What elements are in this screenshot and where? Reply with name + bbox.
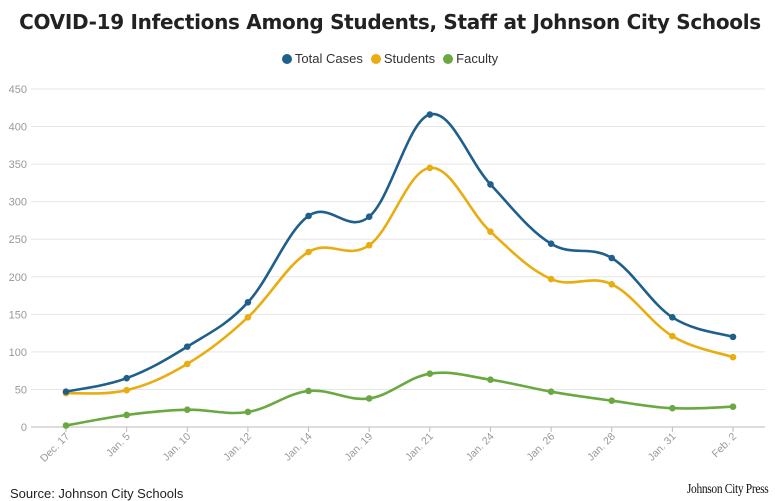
data-point-students [487,228,494,236]
x-tick-label: Jan. 31 [646,431,679,464]
data-point-faculty [62,422,70,429]
data-point-total-cases [62,388,70,395]
data-point-faculty [305,387,312,395]
y-tick-label: 250 [9,234,27,246]
legend-item-students[interactable]: Students [370,51,436,66]
data-point-faculty [426,370,434,377]
data-point-students [244,314,252,321]
data-point-faculty [487,376,494,383]
data-point-total-cases [183,343,191,350]
data-point-total-cases [669,314,676,321]
legend-item-total-cases[interactable]: Total Cases [281,51,363,66]
data-point-total-cases [729,333,737,341]
y-tick-label: 400 [9,122,27,134]
x-tick-label: Jan. 21 [403,431,436,464]
source-note: Source: Johnson City Schools [10,486,184,501]
data-point-total-cases [365,213,373,220]
legend-label: Students [383,51,436,66]
data-point-faculty [729,403,737,411]
x-tick-label: Jan. 12 [221,431,254,464]
x-tick-label: Dec. 17 [38,431,72,465]
data-point-total-cases [123,374,130,382]
x-tick-label: Jan. 5 [104,431,133,460]
y-tick-label: 0 [21,422,27,434]
data-point-faculty [608,397,616,405]
data-point-students [183,360,191,368]
legend-item-faculty[interactable]: Faculty [443,51,498,66]
data-point-faculty [244,408,252,416]
data-point-total-cases [608,254,616,262]
data-point-students [123,386,130,394]
x-tick-label: Jan. 28 [585,431,618,464]
publisher-logo: Johnson City Press [686,482,769,497]
legend-marker [281,54,292,64]
y-tick-label: 300 [9,197,27,209]
x-tick-label: Jan. 19 [342,431,375,464]
data-point-students [729,353,737,361]
data-point-students [669,332,676,340]
y-tick-label: 200 [9,272,27,284]
legend-label: Total Cases [294,51,363,66]
data-point-students [365,241,373,249]
data-point-students [426,164,434,172]
chart-title: COVID-19 Infections Among Students, Staf… [19,10,761,34]
legend-label: Faculty [456,51,499,66]
data-point-students [608,280,616,288]
data-point-faculty [365,395,373,402]
y-tick-label: 50 [15,384,27,396]
y-tick-label: 450 [9,84,27,96]
data-point-faculty [123,411,130,419]
data-point-total-cases [244,299,252,306]
legend-marker [443,54,454,64]
data-point-total-cases [487,181,494,188]
data-point-students [305,248,312,256]
data-point-total-cases [426,111,434,118]
x-tick-label: Feb. 2 [710,431,740,461]
data-point-total-cases [547,240,555,248]
x-tick-label: Jan. 24 [464,431,497,464]
data-point-total-cases [305,212,312,220]
x-tick-label: Jan. 26 [524,431,557,464]
data-point-faculty [547,388,555,395]
series-line-total-cases [64,113,735,393]
legend-marker [370,54,381,64]
y-tick-label: 350 [9,159,27,171]
y-tick-label: 150 [9,309,27,321]
x-tick-label: Jan. 10 [161,431,194,464]
x-tick-label: Jan. 14 [282,431,315,464]
y-tick-label: 100 [9,347,27,359]
data-point-students [547,275,555,283]
legend: Total Cases Students Faculty [0,51,780,66]
data-point-faculty [183,406,191,414]
series-line-faculty [64,371,735,427]
data-point-faculty [669,404,676,412]
